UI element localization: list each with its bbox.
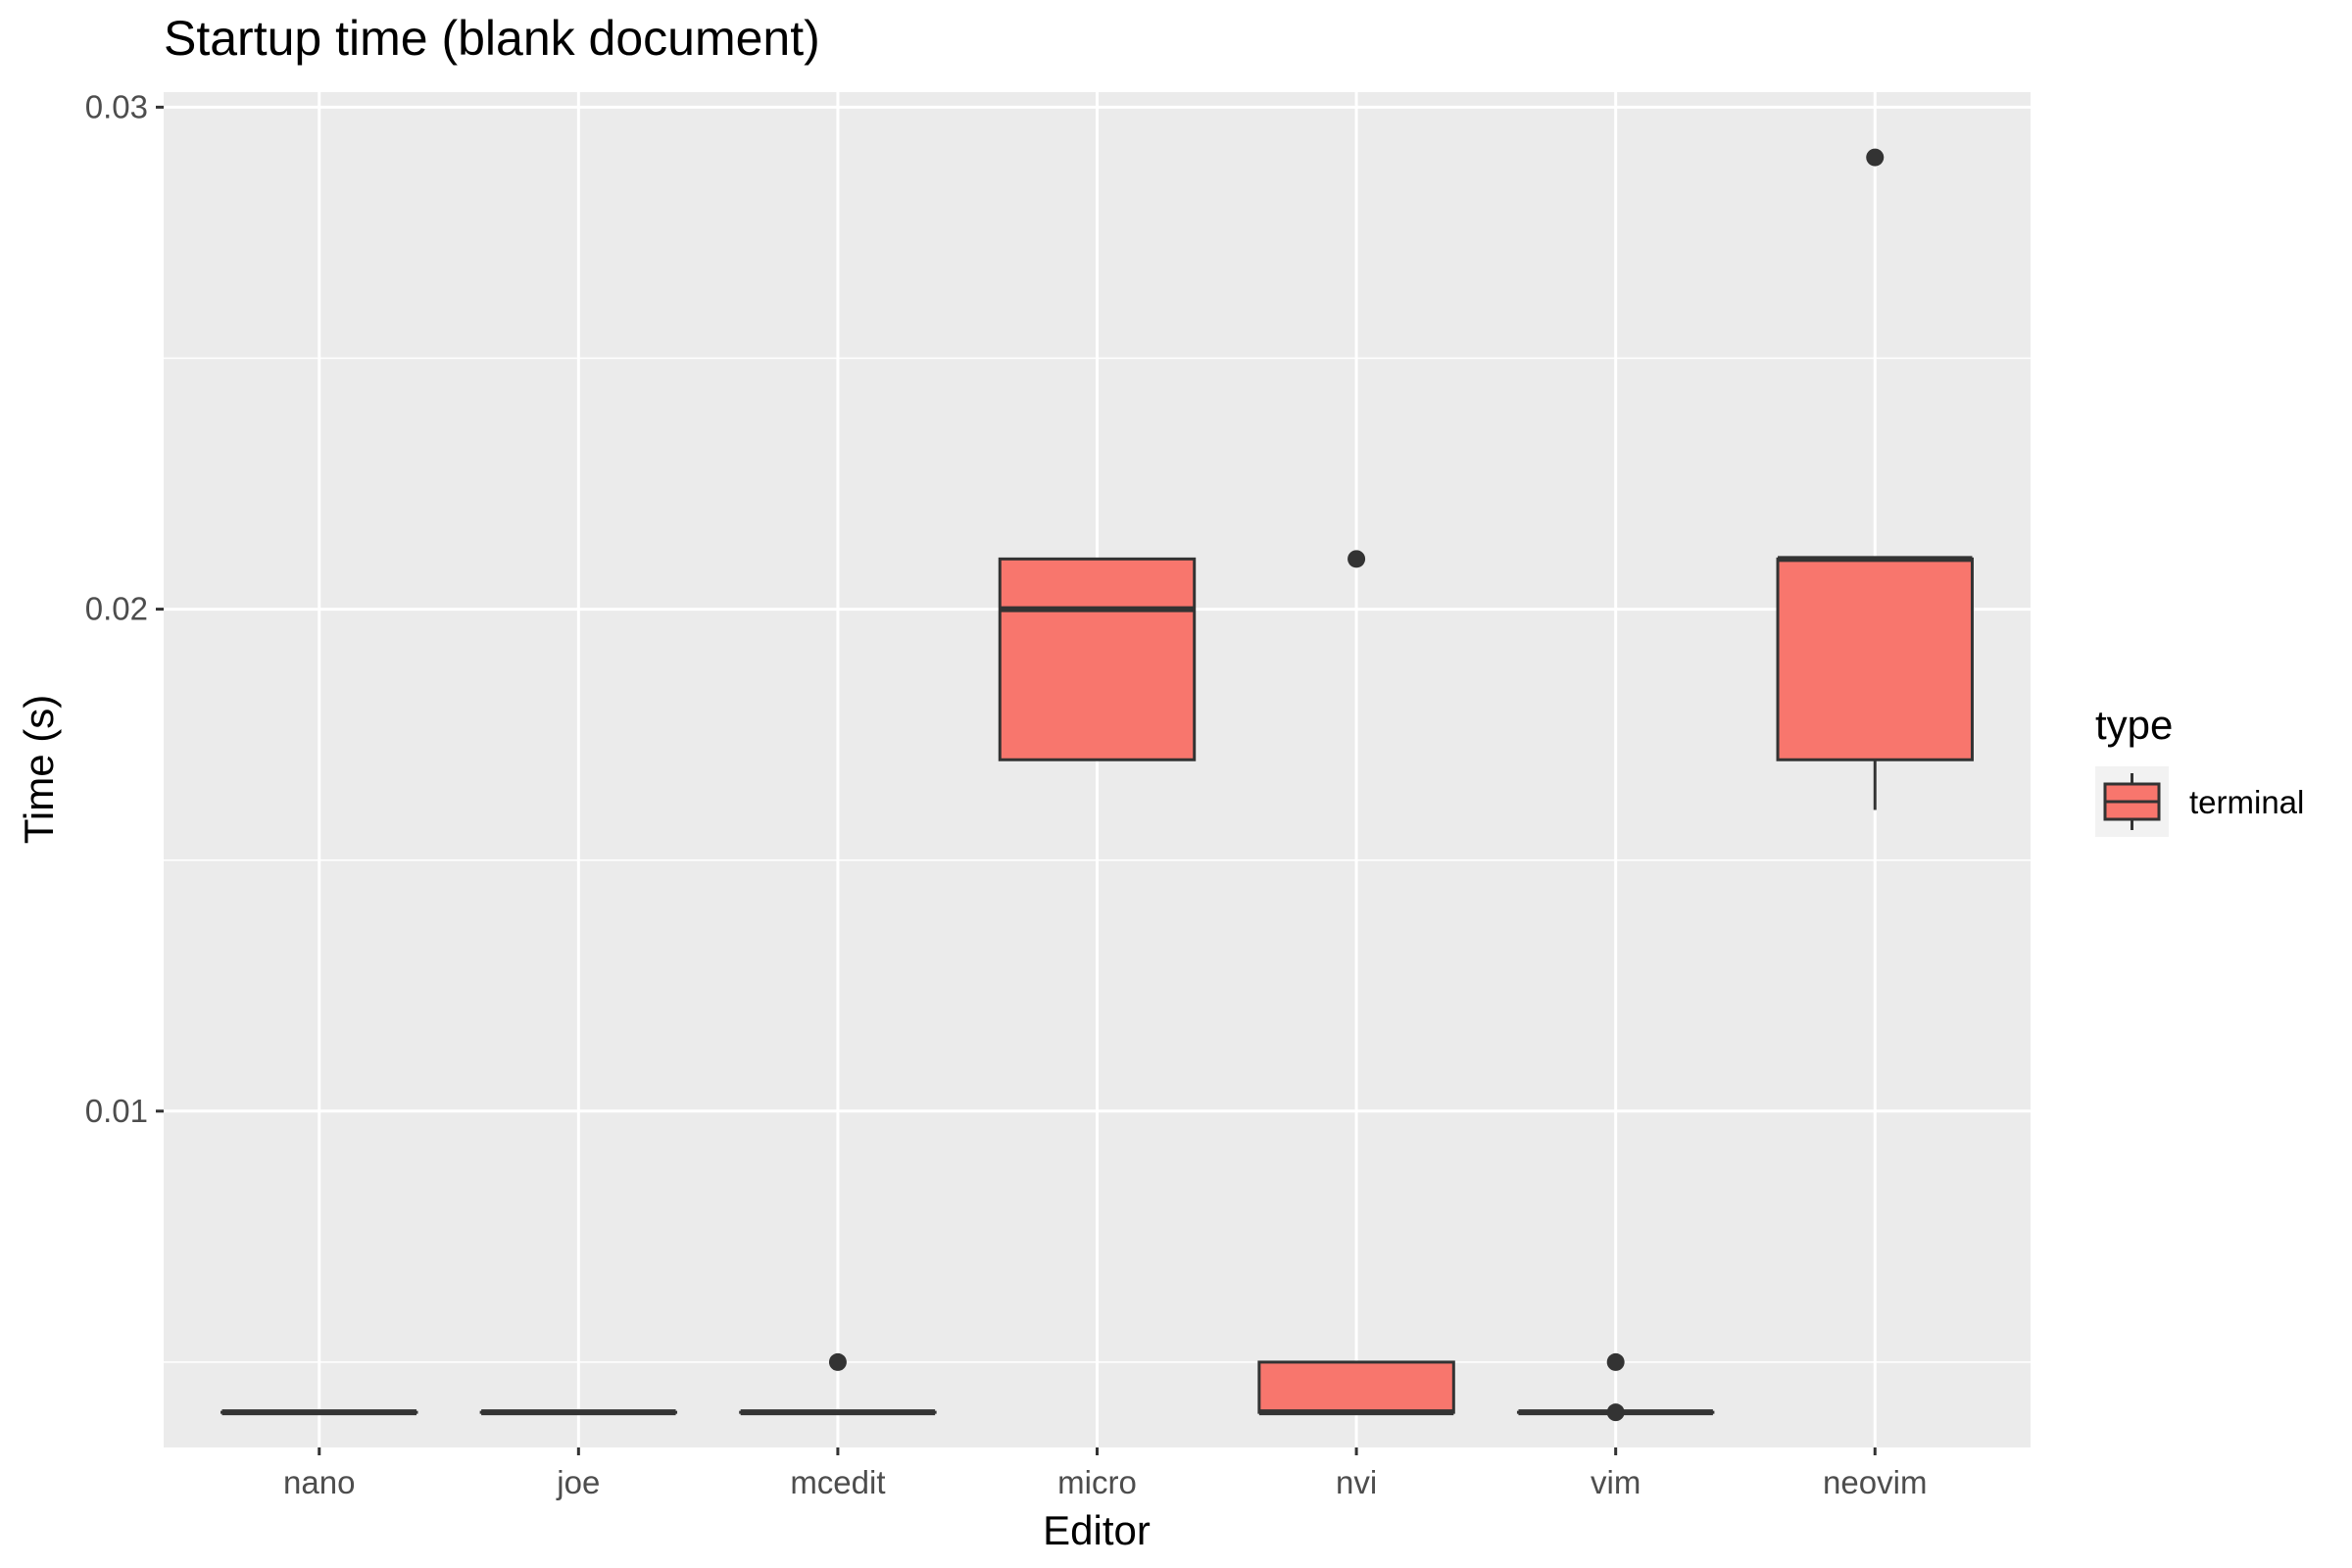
legend: type terminal xyxy=(2095,702,2304,837)
x-tick-label-nvi: nvi xyxy=(1336,1464,1377,1500)
legend-title: type xyxy=(2095,702,2173,748)
x-axis-title: Editor xyxy=(1043,1507,1151,1553)
box-micro xyxy=(998,557,1197,761)
plot-area: 0.01 0.02 0.03 nano joe mcedit micro nvi vim neov… xyxy=(85,88,2031,1500)
outlier-vim xyxy=(1606,1403,1625,1422)
box-neovim xyxy=(1776,557,1974,761)
x-tick-label-vim: vim xyxy=(1591,1464,1641,1500)
box-nvi xyxy=(1257,1360,1455,1414)
x-tick-label-joe: joe xyxy=(556,1464,600,1500)
outlier-vim xyxy=(1606,1352,1625,1371)
x-tick-label-nano: nano xyxy=(283,1464,355,1500)
outlier-nvi xyxy=(1348,550,1366,568)
x-tick-label-neovim: neovim xyxy=(1823,1464,1927,1500)
y-tick-label: 0.02 xyxy=(85,591,148,627)
x-tick-label-micro: micro xyxy=(1057,1464,1137,1500)
y-tick-label: 0.03 xyxy=(85,88,148,124)
x-tick-label-mcedit: mcedit xyxy=(790,1464,885,1500)
chart-title: Startup time (blank document) xyxy=(164,11,820,66)
y-tick-label: 0.01 xyxy=(85,1093,148,1129)
legend-label-terminal: terminal xyxy=(2189,784,2304,820)
y-axis-title: Time (s) xyxy=(16,695,62,844)
outlier-neovim xyxy=(1866,148,1885,167)
outlier-mcedit xyxy=(828,1352,847,1371)
